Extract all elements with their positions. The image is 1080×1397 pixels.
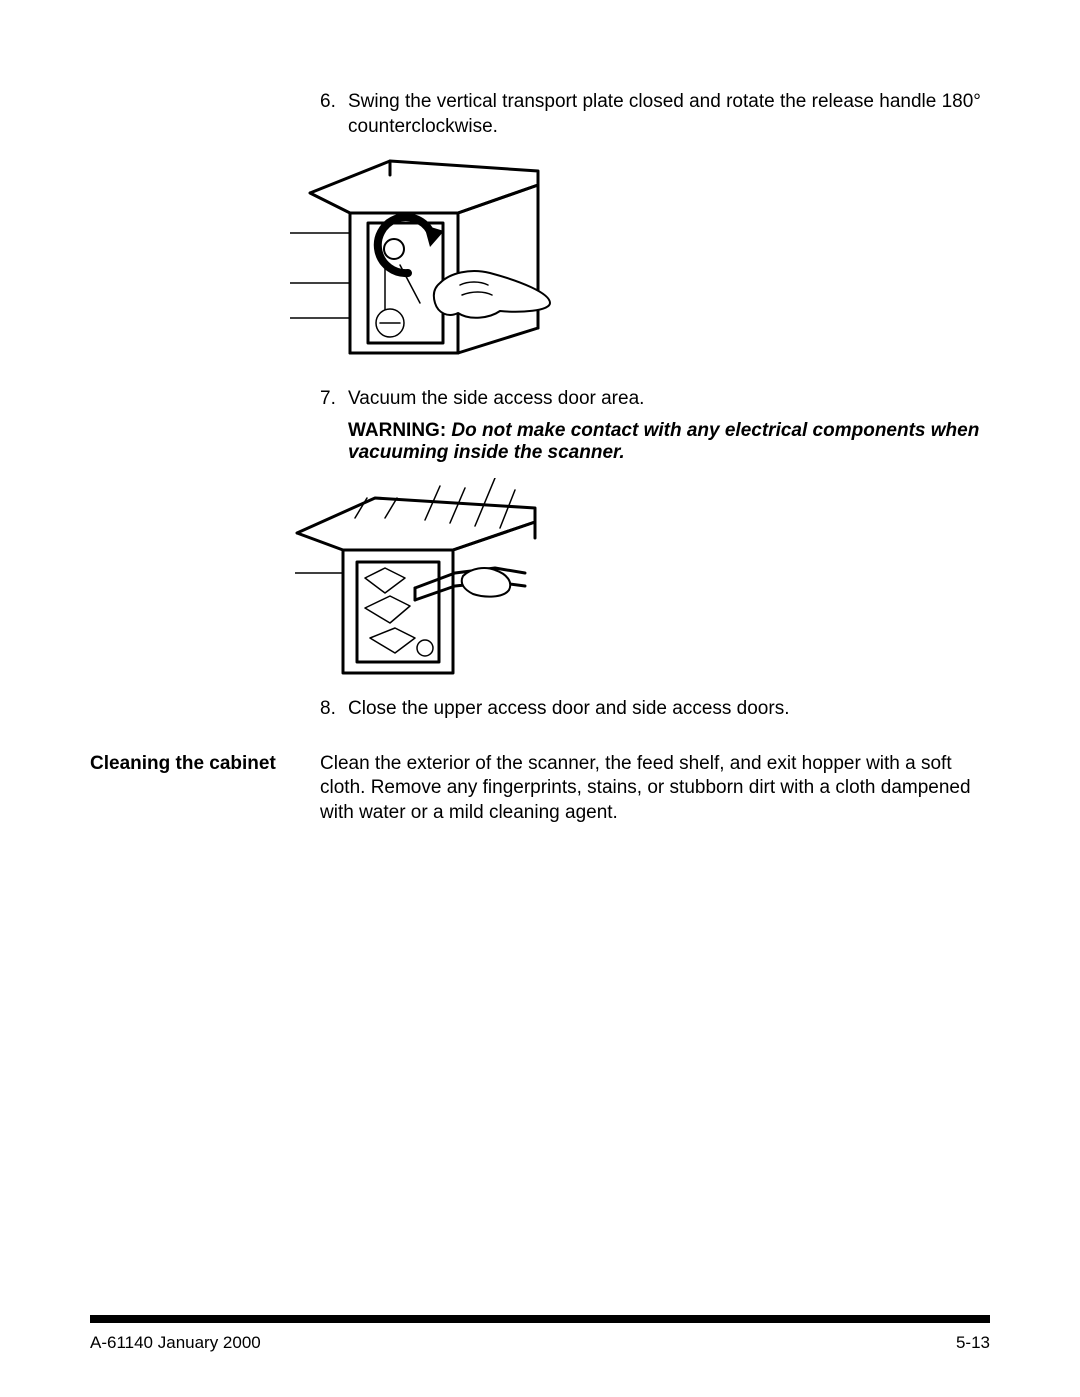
section-heading: Cleaning the cabinet — [90, 752, 320, 777]
figure-1-container — [90, 153, 760, 373]
step-6-text: Swing the vertical transport plate close… — [348, 90, 990, 139]
step-7-block: 7. Vacuum the side access door area. WAR… — [320, 387, 990, 464]
document-page: 6. Swing the vertical transport plate cl… — [0, 0, 1080, 1397]
warning-row: WARNING: Do not make contact with any el… — [348, 420, 990, 464]
step-7-row: 7. Vacuum the side access door area. — [320, 387, 990, 412]
section-body: Clean the exterior of the scanner, the f… — [320, 752, 990, 826]
footer-rule — [90, 1315, 990, 1323]
step-7-text: Vacuum the side access door area. — [348, 387, 644, 412]
page-footer: A-61140 January 2000 5-13 — [90, 1333, 990, 1353]
step-6-block: 6. Swing the vertical transport plate cl… — [320, 90, 990, 139]
footer-left: A-61140 January 2000 — [90, 1333, 261, 1353]
step-8-row: 8. Close the upper access door and side … — [320, 697, 990, 722]
figure-1-illustration — [290, 153, 560, 368]
step-8-number: 8. — [320, 697, 348, 722]
footer-right: 5-13 — [956, 1333, 990, 1353]
step-6-number: 6. — [320, 90, 348, 115]
step-7-number: 7. — [320, 387, 348, 412]
step-8-text: Close the upper access door and side acc… — [348, 697, 789, 722]
section-cleaning-cabinet: Cleaning the cabinet Clean the exterior … — [90, 752, 990, 826]
warning-label: WARNING: — [348, 420, 446, 441]
figure-2-illustration — [295, 478, 555, 678]
step-6-row: 6. Swing the vertical transport plate cl… — [320, 90, 990, 139]
step-8-block: 8. Close the upper access door and side … — [320, 697, 990, 722]
figure-2-container — [90, 478, 760, 683]
